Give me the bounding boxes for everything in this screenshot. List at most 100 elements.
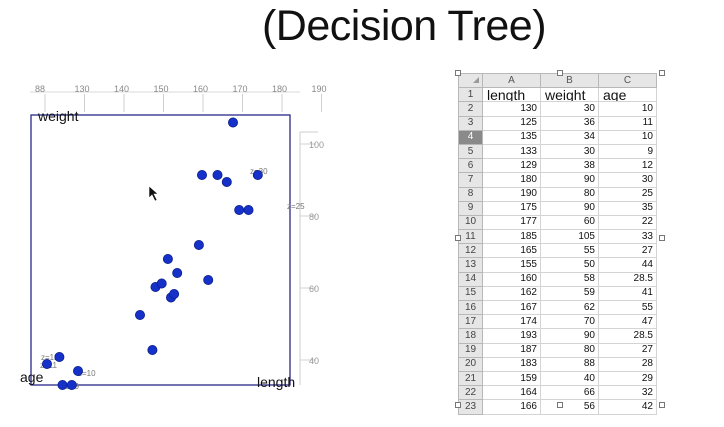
row-header[interactable]: 14: [458, 271, 483, 287]
row-header[interactable]: 13: [458, 257, 483, 273]
table-cell[interactable]: 177: [482, 214, 541, 231]
table-cell[interactable]: 190: [482, 186, 541, 202]
table-cell[interactable]: 28.5: [598, 271, 657, 287]
table-cell[interactable]: 90: [540, 200, 599, 216]
table-cell[interactable]: 166: [482, 399, 541, 415]
table-cell[interactable]: 36: [540, 115, 599, 131]
table-cell[interactable]: 167: [482, 299, 541, 316]
table-cell[interactable]: 130: [482, 101, 541, 117]
table-cell[interactable]: 160: [482, 271, 541, 287]
table-cell[interactable]: 9: [598, 143, 657, 160]
row-header[interactable]: 3: [458, 115, 483, 131]
row-header[interactable]: 7: [458, 172, 483, 188]
resize-handle[interactable]: [659, 235, 665, 241]
row-header[interactable]: 4: [458, 129, 483, 145]
table-cell[interactable]: 50: [540, 257, 599, 273]
row-header[interactable]: 2: [458, 101, 483, 117]
column-header[interactable]: C: [598, 72, 657, 89]
table-cell[interactable]: 10: [598, 129, 657, 145]
resize-handle[interactable]: [659, 70, 665, 76]
row-header[interactable]: 19: [458, 342, 483, 358]
table-cell[interactable]: 70: [540, 314, 599, 330]
table-cell[interactable]: 60: [540, 214, 599, 231]
table-cell[interactable]: 129: [482, 158, 541, 174]
row-header[interactable]: 17: [458, 314, 483, 330]
table-cell[interactable]: 193: [482, 328, 541, 344]
table-cell[interactable]: 34: [540, 129, 599, 145]
table-cell[interactable]: 135: [482, 129, 541, 145]
resize-handle[interactable]: [659, 402, 665, 408]
row-header[interactable]: 16: [458, 299, 483, 316]
table-cell[interactable]: 28: [598, 356, 657, 372]
table-cell[interactable]: 30: [540, 143, 599, 160]
table-cell[interactable]: 47: [598, 314, 657, 330]
row-header[interactable]: 5: [458, 143, 483, 160]
table-cell[interactable]: 38: [540, 158, 599, 174]
column-header[interactable]: A: [482, 72, 541, 89]
select-all-corner[interactable]: [458, 72, 483, 89]
table-cell[interactable]: 40: [540, 370, 599, 387]
row-header[interactable]: 11: [458, 229, 483, 245]
table-cell[interactable]: 41: [598, 285, 657, 302]
resize-handle[interactable]: [455, 402, 461, 408]
table-cell[interactable]: 105: [540, 229, 599, 245]
table-cell[interactable]: 155: [482, 257, 541, 273]
table-cell[interactable]: 30: [540, 101, 599, 117]
table-cell[interactable]: 56: [540, 399, 599, 415]
row-header[interactable]: 6: [458, 158, 483, 174]
table-cell[interactable]: 164: [482, 385, 541, 401]
row-header[interactable]: 18: [458, 328, 483, 344]
resize-handle[interactable]: [557, 70, 563, 76]
table-cell[interactable]: 11: [598, 115, 657, 131]
table-cell[interactable]: 35: [598, 200, 657, 216]
table-cell[interactable]: 90: [540, 328, 599, 344]
row-header[interactable]: 10: [458, 214, 483, 231]
table-cell[interactable]: 175: [482, 200, 541, 216]
row-header[interactable]: 21: [458, 370, 483, 387]
resize-handle[interactable]: [455, 70, 461, 76]
table-cell[interactable]: 12: [598, 158, 657, 174]
table-cell[interactable]: 187: [482, 342, 541, 358]
table-cell[interactable]: 165: [482, 243, 541, 259]
table-cell[interactable]: 174: [482, 314, 541, 330]
row-header[interactable]: 20: [458, 356, 483, 372]
table-cell[interactable]: 42: [598, 399, 657, 415]
table-cell[interactable]: 80: [540, 186, 599, 202]
table-cell[interactable]: 66: [540, 385, 599, 401]
table-cell[interactable]: 25: [598, 186, 657, 202]
table-cell[interactable]: 185: [482, 229, 541, 245]
row-header[interactable]: 8: [458, 186, 483, 202]
table-cell[interactable]: 180: [482, 172, 541, 188]
table-cell[interactable]: 22: [598, 214, 657, 231]
table-cell[interactable]: 28.5: [598, 328, 657, 344]
table-cell[interactable]: 183: [482, 356, 541, 372]
table-cell[interactable]: 90: [540, 172, 599, 188]
spreadsheet-grid[interactable]: A B C 1 length weight age 2 130 30 10 3 125 36 11 4 1…: [458, 72, 657, 415]
row-header[interactable]: 15: [458, 285, 483, 302]
row-header[interactable]: 12: [458, 243, 483, 259]
table-cell[interactable]: 58: [540, 271, 599, 287]
table-cell[interactable]: 27: [598, 342, 657, 358]
table-cell[interactable]: 27: [598, 243, 657, 259]
table-cell[interactable]: 80: [540, 342, 599, 358]
table-cell[interactable]: 33: [598, 229, 657, 245]
table-cell[interactable]: 32: [598, 385, 657, 401]
table-cell[interactable]: 125: [482, 115, 541, 131]
row-header[interactable]: 23: [458, 399, 483, 415]
table-cell[interactable]: 162: [482, 285, 541, 302]
table-cell[interactable]: 88: [540, 356, 599, 372]
table-cell[interactable]: weight: [540, 87, 599, 103]
table-cell[interactable]: 62: [540, 299, 599, 316]
column-header[interactable]: B: [540, 72, 599, 89]
row-header[interactable]: 1: [458, 87, 483, 103]
table-cell[interactable]: 29: [598, 370, 657, 387]
table-cell[interactable]: 55: [540, 243, 599, 259]
table-cell[interactable]: age: [598, 87, 657, 103]
table-cell[interactable]: 44: [598, 257, 657, 273]
row-header[interactable]: 22: [458, 385, 483, 401]
table-cell[interactable]: 133: [482, 143, 541, 160]
row-header[interactable]: 9: [458, 200, 483, 216]
table-cell[interactable]: 10: [598, 101, 657, 117]
table-cell[interactable]: length: [482, 87, 541, 103]
resize-handle[interactable]: [455, 235, 461, 241]
